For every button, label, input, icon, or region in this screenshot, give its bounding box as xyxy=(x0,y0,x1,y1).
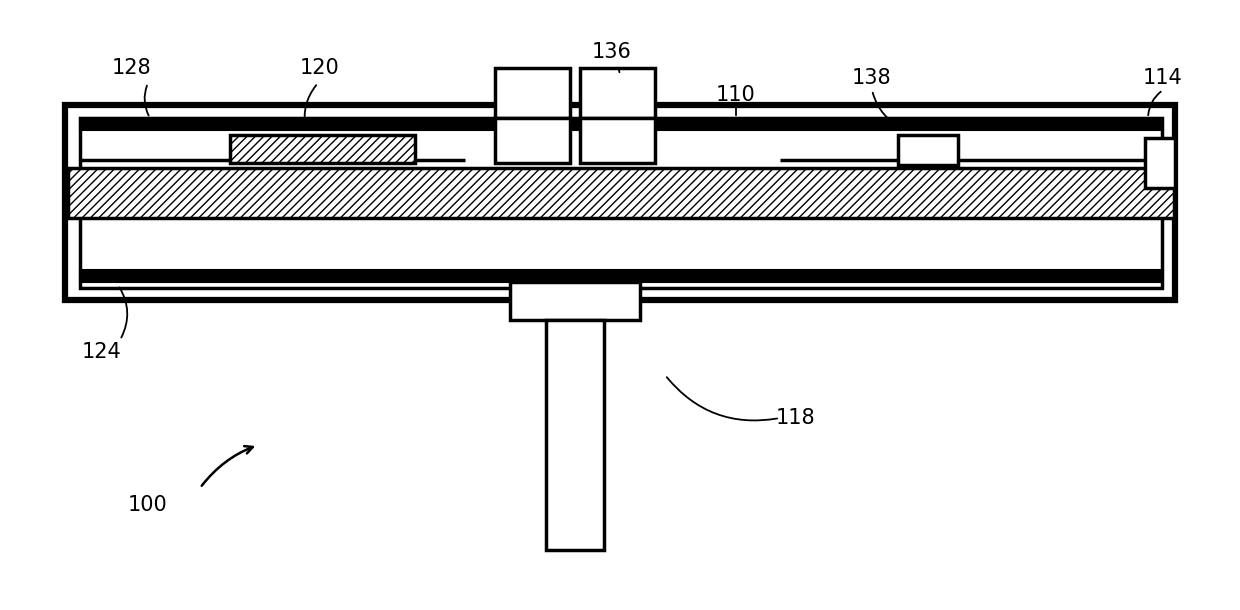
Text: 138: 138 xyxy=(852,68,892,88)
Bar xyxy=(546,320,604,550)
Bar xyxy=(64,105,1176,300)
Bar xyxy=(81,270,1162,282)
Text: 128: 128 xyxy=(112,58,151,78)
Bar xyxy=(898,135,959,165)
Text: 118: 118 xyxy=(775,408,815,428)
Bar xyxy=(495,68,570,118)
Text: 114: 114 xyxy=(1143,68,1183,88)
Text: 110: 110 xyxy=(717,85,756,105)
Text: 100: 100 xyxy=(128,495,167,515)
Bar xyxy=(580,118,655,163)
Bar xyxy=(81,118,1162,130)
Text: 120: 120 xyxy=(300,58,340,78)
Bar xyxy=(495,118,570,163)
Text: 124: 124 xyxy=(82,342,122,362)
Bar xyxy=(68,168,1174,218)
Bar xyxy=(510,282,640,320)
Text: 136: 136 xyxy=(591,42,632,62)
Bar xyxy=(81,118,1162,288)
Bar xyxy=(1145,138,1176,188)
Bar xyxy=(229,135,415,163)
Bar xyxy=(580,68,655,118)
